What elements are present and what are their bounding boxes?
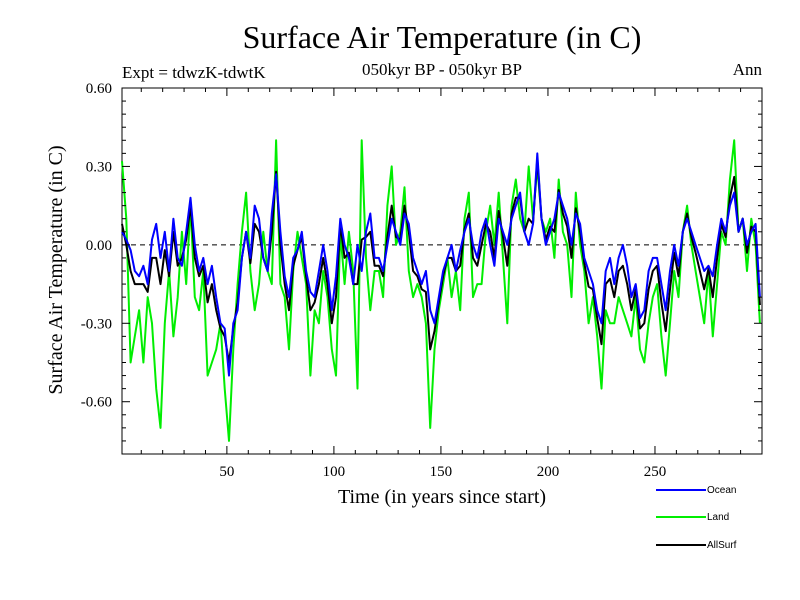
season-label: Ann bbox=[733, 60, 763, 79]
series-line-allsurf bbox=[121, 157, 761, 364]
y-tick-label: 0.60 bbox=[86, 81, 112, 97]
period-label: 050kyr BP - 050kyr BP bbox=[362, 60, 522, 79]
legend-label: Ocean bbox=[707, 485, 736, 496]
legend-label: Land bbox=[707, 512, 729, 523]
y-tick-label: 0.00 bbox=[86, 238, 112, 254]
chart-title: Surface Air Temperature (in C) bbox=[243, 19, 642, 55]
series-line-land bbox=[121, 139, 761, 442]
legend-item-ocean: Ocean bbox=[656, 485, 736, 496]
expt-label: Expt = tdwzK-tdwtK bbox=[122, 63, 266, 82]
x-axis: 50 100 150 200 250 bbox=[140, 88, 742, 480]
x-tick-label: 50 bbox=[219, 464, 234, 480]
plot-area: 50 100 150 200 250 0.60 0.30 0.00 -0.30 -0.60 bbox=[81, 81, 763, 480]
x-tick-label: 200 bbox=[537, 464, 560, 480]
series-line-ocean bbox=[121, 152, 761, 377]
legend-item-land: Land bbox=[656, 512, 729, 523]
legend-item-allsurf: AllSurf bbox=[656, 540, 737, 551]
y-axis: 0.60 0.30 0.00 -0.30 -0.60 bbox=[81, 81, 762, 455]
legend: Ocean Land AllSurf bbox=[656, 485, 737, 551]
y-tick-label: -0.30 bbox=[81, 316, 112, 332]
x-tick-label: 100 bbox=[323, 464, 346, 480]
x-tick-label: 250 bbox=[644, 464, 667, 480]
x-tick-label: 150 bbox=[430, 464, 453, 480]
y-axis-label: Surface Air Temperature (in C) bbox=[45, 145, 67, 394]
y-tick-label: -0.60 bbox=[81, 395, 112, 411]
x-axis-label: Time (in years since start) bbox=[338, 486, 546, 508]
legend-label: AllSurf bbox=[707, 540, 737, 551]
series-layer bbox=[121, 139, 761, 442]
y-tick-label: 0.30 bbox=[86, 159, 112, 175]
plot-frame bbox=[121, 87, 763, 455]
